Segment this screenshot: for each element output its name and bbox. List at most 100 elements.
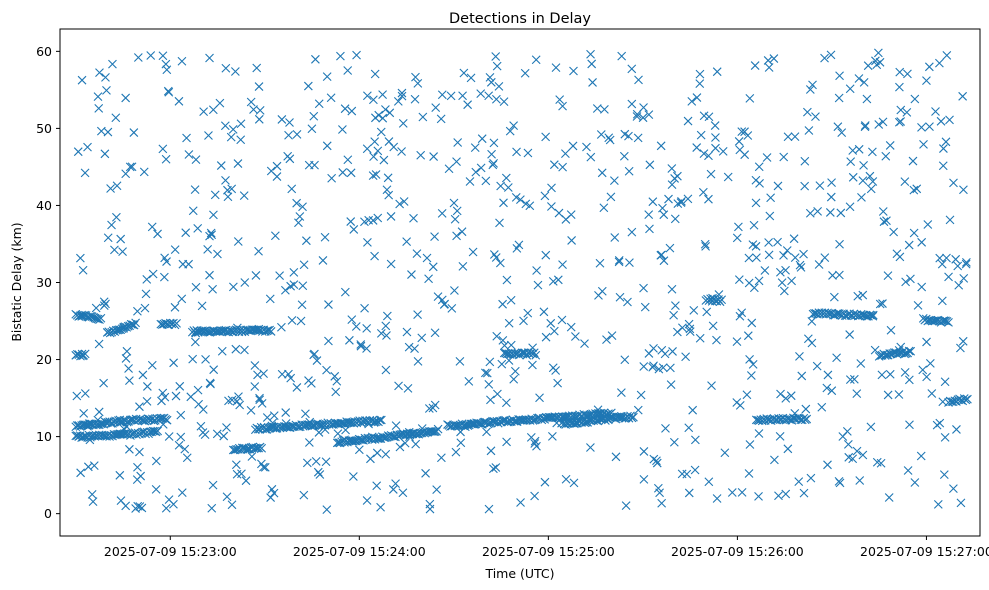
detection-point: [302, 458, 312, 468]
detection-point: [371, 170, 381, 179]
detection-point: [531, 350, 541, 360]
detection-point: [933, 499, 943, 509]
detection-point: [820, 253, 830, 263]
detection-point: [961, 259, 971, 269]
detection-point: [567, 236, 576, 245]
detection-point: [712, 494, 722, 503]
detection-point: [388, 485, 398, 494]
detection-point: [804, 126, 814, 135]
detection-point: [620, 129, 630, 139]
detection-point: [900, 177, 910, 187]
detection-point: [535, 393, 544, 403]
detection-point: [322, 505, 332, 514]
detection-point: [161, 59, 171, 69]
detection-point: [491, 52, 501, 61]
detection-point: [95, 68, 104, 78]
detection-point: [193, 327, 203, 337]
detection-point: [463, 100, 473, 110]
detection-point: [383, 173, 393, 183]
detection-point: [87, 490, 97, 499]
detection-point: [233, 159, 243, 168]
detection-point: [685, 327, 695, 337]
detection-point: [754, 491, 763, 501]
y-tick-label: 0: [44, 506, 52, 521]
detection-point: [310, 160, 319, 170]
detection-point: [208, 480, 218, 490]
detection-point: [776, 389, 785, 399]
detection-point: [331, 387, 341, 397]
detection-point: [672, 327, 682, 337]
detection-point: [737, 488, 747, 497]
detection-point: [530, 491, 539, 501]
detection-point: [191, 155, 201, 165]
detection-point: [868, 310, 878, 320]
y-axis: 0 10 20 30 40 50 60: [36, 44, 60, 521]
detection-point: [597, 168, 607, 178]
detection-point: [669, 437, 679, 447]
detection-point: [609, 176, 619, 186]
detection-point: [413, 79, 423, 88]
detection-point: [159, 272, 169, 282]
detection-point: [222, 492, 232, 502]
detection-point: [557, 418, 566, 428]
detection-point: [883, 271, 893, 281]
detection-point: [309, 111, 319, 121]
detection-point: [704, 151, 713, 161]
detection-point: [107, 220, 116, 230]
detection-point: [681, 352, 690, 362]
detection-point: [147, 360, 157, 370]
detection-point: [277, 115, 287, 124]
detection-point: [806, 473, 816, 483]
detection-point: [356, 341, 366, 351]
detection-point: [125, 376, 134, 385]
detection-point: [699, 111, 709, 121]
detection-point: [232, 396, 242, 406]
detection-point: [770, 455, 779, 465]
detection-point: [266, 493, 276, 502]
detection-point: [558, 101, 567, 111]
detection-point: [358, 416, 367, 426]
detection-point: [125, 162, 135, 172]
detection-point: [779, 286, 789, 296]
detection-point: [549, 326, 559, 336]
detection-point: [252, 63, 262, 73]
detection-point: [569, 66, 578, 76]
detection-point: [84, 419, 94, 429]
detection-point: [269, 411, 279, 421]
detection-point: [425, 499, 435, 509]
detection-point: [586, 49, 595, 59]
detection-point: [706, 169, 716, 179]
detection-point: [240, 278, 250, 287]
detection-point: [346, 168, 356, 178]
detection-point: [865, 310, 875, 320]
detection-point: [112, 212, 121, 222]
detection-point: [226, 132, 236, 142]
detection-point: [79, 409, 89, 418]
detection-point: [352, 50, 361, 60]
detection-point: [257, 399, 267, 408]
detection-point: [369, 95, 378, 105]
detection-point: [743, 331, 753, 341]
detection-point: [382, 185, 392, 195]
detection-point: [783, 444, 793, 454]
detection-point: [362, 496, 372, 505]
detection-point: [280, 285, 290, 295]
detection-point: [99, 301, 109, 311]
y-tick-label: 60: [36, 44, 52, 59]
detection-point: [206, 228, 216, 238]
detection-point: [566, 322, 576, 332]
detection-point: [160, 392, 170, 402]
detection-point: [253, 370, 262, 380]
detection-point: [737, 127, 747, 136]
detection-point: [486, 395, 495, 405]
detection-point: [287, 184, 297, 194]
detection-point: [266, 327, 276, 336]
detection-point: [456, 438, 466, 448]
detection-point: [852, 446, 862, 456]
detection-point: [588, 78, 597, 87]
detection-point: [720, 448, 730, 458]
detection-point: [80, 168, 90, 178]
detection-point: [310, 349, 319, 359]
detection-point: [139, 167, 149, 177]
